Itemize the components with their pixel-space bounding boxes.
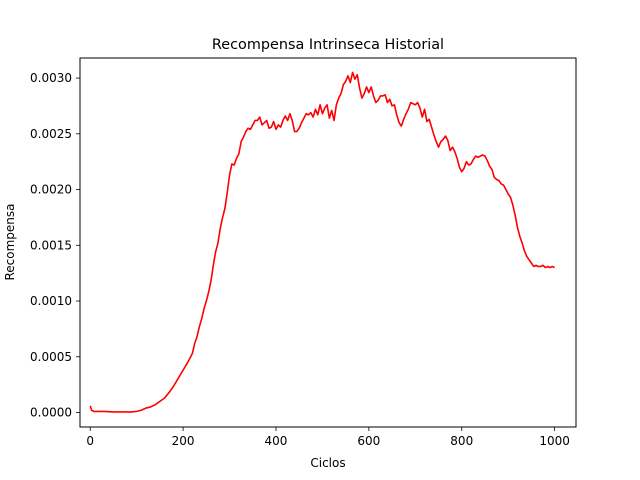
x-axis: 0 200 400 600 800 1000 <box>86 427 570 448</box>
y-axis: 0.0000 0.0005 0.0010 0.0015 0.0020 0.0025 0.00… <box>30 71 80 420</box>
x-tick-label: 1000 <box>539 434 570 448</box>
chart-title: Recompensa Intrinseca Historial <box>212 37 444 53</box>
series-line-0 <box>89 71 555 413</box>
x-tick-label: 0 <box>86 434 94 448</box>
plot-series <box>89 71 555 413</box>
y-tick-label: 0.0020 <box>30 183 72 197</box>
y-tick-label: 0.0005 <box>30 350 72 364</box>
plot-frame <box>79 57 577 428</box>
y-tick-label: 0.0015 <box>30 238 72 252</box>
x-axis-label: Ciclos <box>310 456 345 470</box>
y-tick-label: 0.0030 <box>30 71 72 85</box>
x-tick-label: 600 <box>357 434 380 448</box>
y-tick-label: 0.0010 <box>30 294 72 308</box>
x-tick-label: 400 <box>265 434 288 448</box>
y-axis-label: Recompensa <box>3 203 17 280</box>
y-tick-label: 0.0000 <box>30 406 72 420</box>
y-tick-label: 0.0025 <box>30 127 72 141</box>
x-tick-label: 800 <box>450 434 473 448</box>
x-tick-label: 200 <box>172 434 195 448</box>
